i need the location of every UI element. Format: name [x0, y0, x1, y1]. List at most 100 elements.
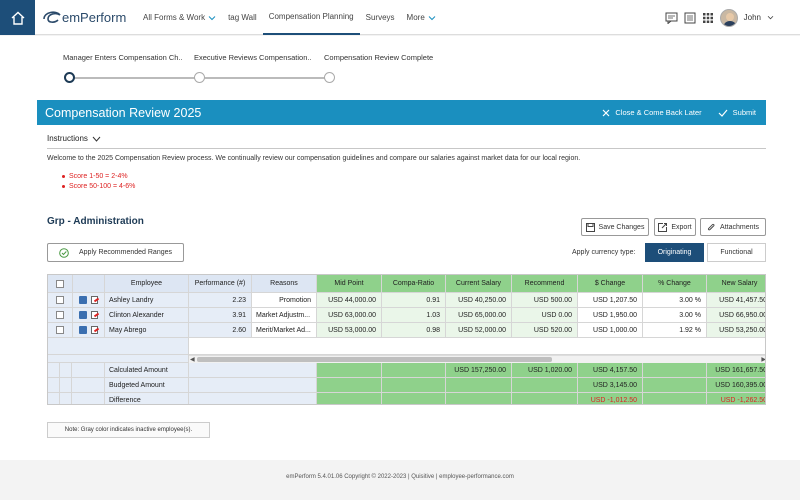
calculated-recommend: USD 1,020.00 — [512, 363, 578, 378]
submit-button[interactable]: Submit — [718, 108, 756, 117]
form-icon[interactable] — [91, 311, 98, 319]
home-button[interactable] — [0, 0, 35, 35]
main-panel: Compensation Review 2025 Close & Come Ba… — [0, 96, 800, 460]
header-reasons[interactable]: Reasons — [252, 275, 317, 293]
header-dollar-change[interactable]: $ Change — [578, 275, 643, 293]
nav-all-forms[interactable]: All Forms & Work — [137, 0, 222, 35]
cell-reasons[interactable]: Promotion — [252, 293, 317, 308]
header-performance[interactable]: Performance (#) — [189, 275, 252, 293]
header-recommend[interactable]: Recommend — [512, 275, 578, 293]
save-changes-button[interactable]: Save Changes — [581, 218, 649, 236]
inactive-note: Note: Gray color indicates inactive empl… — [47, 422, 210, 438]
logo-swirl-icon — [43, 11, 61, 23]
totals-cell — [382, 393, 446, 404]
header-compa-ratio[interactable]: Compa-Ratio — [382, 275, 446, 293]
cell-dollar-change[interactable]: USD 1,950.00 — [578, 308, 643, 323]
cell-current-salary: USD 52,000.00 — [446, 323, 512, 338]
score-item-text: Score 50-100 = 4-6% — [69, 182, 136, 190]
difference-dollar-change: USD -1,012.50 — [578, 393, 643, 404]
header-pct-change[interactable]: % Change — [643, 275, 707, 293]
header-new-salary[interactable]: New Salary — [707, 275, 765, 293]
edit-icon[interactable] — [79, 311, 87, 319]
close-come-back-later-button[interactable]: Close & Come Back Later — [602, 108, 702, 117]
submit-label: Submit — [732, 108, 756, 117]
header-mid-point[interactable]: Mid Point — [317, 275, 382, 293]
form-title-band: Compensation Review 2025 Close & Come Ba… — [37, 100, 766, 125]
attachments-label: Attachments — [720, 223, 759, 231]
totals-spacer — [48, 363, 60, 378]
cell-compa-ratio: 1.03 — [382, 308, 446, 323]
totals-spacer — [189, 393, 317, 404]
cell-pct-change[interactable]: 3.00 % — [643, 293, 707, 308]
form-icon[interactable] — [91, 296, 98, 304]
cell-employee[interactable]: May Abrego — [105, 323, 189, 338]
form-icon[interactable] — [91, 326, 98, 334]
instructions-label: Instructions — [47, 134, 88, 143]
grid-filler — [48, 355, 189, 363]
nav-all-forms-label: All Forms & Work — [143, 13, 206, 22]
nav-compensation-planning[interactable]: Compensation Planning — [262, 0, 360, 35]
cell-current-salary: USD 40,250.00 — [446, 293, 512, 308]
band-actions: Close & Come Back Later Submit — [602, 100, 756, 125]
edit-icon[interactable] — [79, 296, 87, 304]
main-menu: All Forms & Work tag Wall Compensation P… — [137, 0, 442, 35]
avatar[interactable] — [719, 8, 738, 27]
score-item: Score 1-50 = 2-4% — [62, 171, 135, 181]
horizontal-scrollbar[interactable]: ◀ ▶ — [189, 355, 766, 363]
cell-mid-point: USD 44,000.00 — [317, 293, 382, 308]
step-connector — [205, 77, 327, 79]
apps-grid-icon[interactable] — [702, 12, 714, 24]
cell-employee[interactable]: Ashley Landry — [105, 293, 189, 308]
chevron-down-icon — [428, 15, 436, 20]
chevron-down-icon — [208, 15, 216, 20]
header-current-salary[interactable]: Current Salary — [446, 275, 512, 293]
originating-currency-button[interactable]: Originating — [645, 243, 704, 262]
instructions-toggle[interactable]: Instructions — [47, 134, 101, 143]
user-name[interactable]: John — [743, 13, 761, 22]
cell-dollar-change[interactable]: USD 1,207.50 — [578, 293, 643, 308]
chat-icon[interactable] — [665, 12, 678, 24]
totals-cell — [643, 378, 707, 393]
logo[interactable]: emPerform — [42, 7, 126, 27]
row-checkbox[interactable] — [56, 296, 64, 304]
row-checkbox[interactable] — [56, 326, 64, 334]
totals-cell — [382, 363, 446, 378]
header-employee[interactable]: Employee — [105, 275, 189, 293]
apply-recommended-ranges-button[interactable]: Apply Recommended Ranges — [47, 243, 184, 262]
functional-currency-button[interactable]: Functional — [707, 243, 766, 262]
cell-new-salary: USD 66,950.00 — [707, 308, 765, 323]
cell-employee[interactable]: Clinton Alexander — [105, 308, 189, 323]
nav-more[interactable]: More — [401, 0, 442, 35]
totals-cell — [317, 393, 382, 404]
cell-compa-ratio: 0.91 — [382, 293, 446, 308]
nav-right: John — [665, 0, 774, 35]
budgeted-dollar-change: USD 3,145.00 — [578, 378, 643, 393]
nav-tag-wall[interactable]: tag Wall — [222, 0, 263, 35]
select-all-checkbox[interactable] — [56, 279, 64, 288]
difference-label: Difference — [105, 393, 189, 404]
nav-surveys[interactable]: Surveys — [360, 0, 401, 35]
scroll-left-icon[interactable]: ◀ — [190, 357, 195, 363]
cell-pct-change[interactable]: 3.00 % — [643, 308, 707, 323]
step-dot-executive — [194, 72, 205, 83]
cell-reasons[interactable]: Merit/Market Ad... — [252, 323, 317, 338]
cell-pct-change[interactable]: 1.92 % — [643, 323, 707, 338]
chevron-down-icon[interactable] — [767, 15, 774, 20]
scroll-right-icon[interactable]: ▶ — [761, 357, 766, 363]
cell-dollar-change[interactable]: USD 1,000.00 — [578, 323, 643, 338]
cell-recommend: USD 520.00 — [512, 323, 578, 338]
score-item: Score 50-100 = 4-6% — [62, 181, 135, 191]
logo-text: emPerform — [62, 9, 127, 25]
attachments-button[interactable]: Attachments — [700, 218, 766, 236]
scrollbar-thumb[interactable] — [197, 357, 552, 362]
grid-filler — [189, 338, 765, 355]
export-button[interactable]: Export — [654, 218, 696, 236]
cell-reasons[interactable]: Market Adjustm... — [252, 308, 317, 323]
list-icon[interactable] — [684, 12, 696, 24]
edit-icon[interactable] — [79, 326, 87, 334]
step-connector — [74, 77, 196, 79]
cell-mid-point: USD 53,000.00 — [317, 323, 382, 338]
row-checkbox[interactable] — [56, 311, 64, 319]
nav-compensation-planning-label: Compensation Planning — [268, 12, 354, 21]
step-label-executive: Executive Reviews Compensation.. — [194, 53, 312, 62]
